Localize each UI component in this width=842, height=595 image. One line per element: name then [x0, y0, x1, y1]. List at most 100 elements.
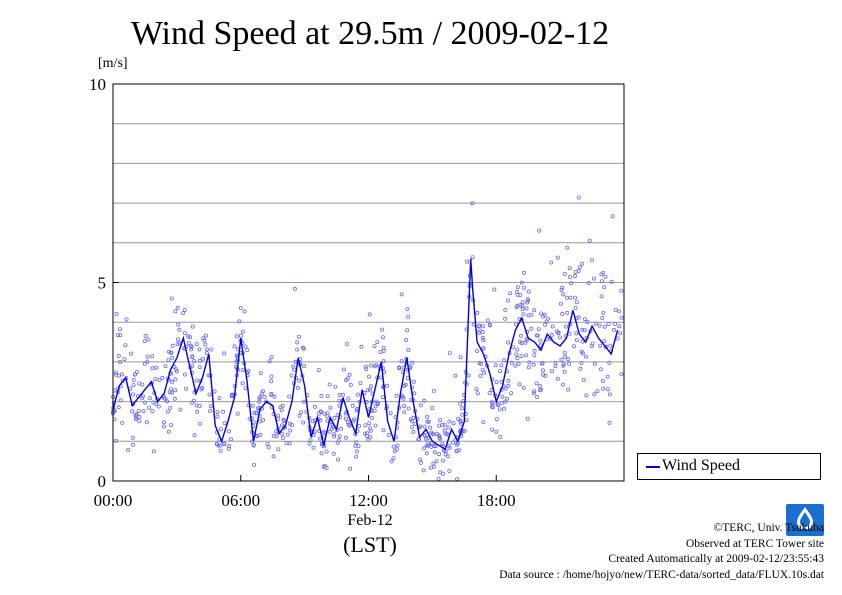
scatter-point	[481, 346, 486, 351]
scatter-point	[487, 323, 492, 328]
scatter-point	[329, 426, 334, 431]
scatter-point	[550, 369, 555, 374]
scatter-point	[612, 327, 617, 332]
scatter-point	[438, 418, 443, 423]
scatter-point	[410, 360, 415, 365]
scatter-point	[395, 443, 400, 448]
scatter-point	[603, 344, 608, 349]
scatter-point	[150, 366, 155, 371]
scatter-point	[357, 423, 362, 428]
scatter-point	[143, 400, 148, 405]
scatter-point	[436, 476, 441, 481]
scatter-point	[560, 311, 565, 316]
scatter-point	[317, 436, 322, 441]
scatter-point	[579, 349, 584, 354]
scatter-point	[615, 336, 620, 341]
scatter-point	[503, 307, 508, 312]
scatter-point	[605, 387, 610, 392]
scatter-point	[212, 389, 217, 394]
scatter-point	[348, 466, 353, 471]
scatter-point	[522, 270, 527, 275]
scatter-point	[562, 369, 567, 374]
scatter-point	[287, 421, 292, 426]
scatter-point	[607, 420, 612, 425]
scatter-point	[363, 364, 368, 369]
scatter-point	[404, 337, 409, 342]
scatter-point	[465, 259, 470, 264]
scatter-point	[442, 428, 447, 433]
scatter-point	[522, 285, 527, 290]
scatter-point	[450, 440, 455, 445]
scatter-point	[250, 403, 255, 408]
scatter-point	[132, 372, 137, 377]
scatter-point	[418, 403, 423, 408]
scatter-points	[111, 195, 624, 481]
scatter-point	[455, 476, 460, 481]
scatter-point	[609, 279, 614, 284]
scatter-point	[561, 363, 566, 368]
scatter-point	[605, 374, 610, 379]
scatter-point	[585, 319, 590, 324]
scatter-point	[532, 389, 537, 394]
scatter-point	[161, 420, 166, 425]
scatter-point	[201, 356, 206, 361]
scatter-point	[493, 363, 498, 368]
scatter-point	[602, 285, 607, 290]
scatter-point	[178, 407, 183, 412]
scatter-point	[432, 450, 437, 455]
scatter-point	[564, 324, 569, 329]
scatter-point	[217, 396, 222, 401]
scatter-point	[336, 457, 341, 462]
scatter-point	[619, 288, 624, 293]
scatter-point	[312, 404, 317, 409]
scatter-point	[289, 373, 294, 378]
scatter-point	[131, 377, 136, 382]
scatter-point	[555, 255, 560, 260]
scatter-point	[425, 414, 430, 419]
scatter-point	[464, 418, 469, 423]
scatter-point	[300, 345, 305, 350]
scatter-point	[181, 311, 186, 316]
scatter-point	[389, 459, 394, 464]
scatter-point	[316, 368, 321, 373]
scatter-point	[520, 307, 525, 312]
scatter-point	[340, 392, 345, 397]
scatter-point	[292, 367, 297, 372]
scatter-point	[580, 339, 585, 344]
scatter-point	[364, 367, 369, 372]
scatter-point	[451, 421, 456, 426]
scatter-point	[447, 419, 452, 424]
scatter-point	[197, 347, 202, 352]
scatter-point	[559, 287, 564, 292]
scatter-point	[137, 419, 142, 424]
scatter-point	[238, 333, 243, 338]
scatter-point	[169, 296, 174, 301]
scatter-point	[504, 396, 509, 401]
scatter-point	[480, 324, 485, 329]
scatter-point	[246, 368, 251, 373]
scatter-point	[265, 442, 270, 447]
scatter-point	[175, 305, 180, 310]
scatter-point	[497, 407, 502, 412]
scatter-point	[188, 335, 193, 340]
scatter-point	[175, 337, 180, 342]
scatter-point	[170, 343, 175, 348]
scatter-point	[232, 344, 237, 349]
scatter-point	[466, 373, 471, 378]
scatter-point	[186, 340, 191, 345]
scatter-point	[437, 435, 442, 440]
scatter-point	[257, 399, 262, 404]
scatter-point	[562, 350, 567, 355]
scatter-point	[221, 409, 226, 414]
scatter-point	[190, 354, 195, 359]
scatter-point	[471, 322, 476, 327]
scatter-point	[288, 428, 293, 433]
scatter-point	[118, 327, 123, 332]
scatter-point	[494, 417, 499, 422]
scatter-point	[369, 415, 374, 420]
scatter-point	[297, 378, 302, 383]
scatter-point	[562, 271, 567, 276]
scatter-point	[422, 446, 427, 451]
scatter-point	[222, 421, 227, 426]
scatter-point	[184, 386, 189, 391]
